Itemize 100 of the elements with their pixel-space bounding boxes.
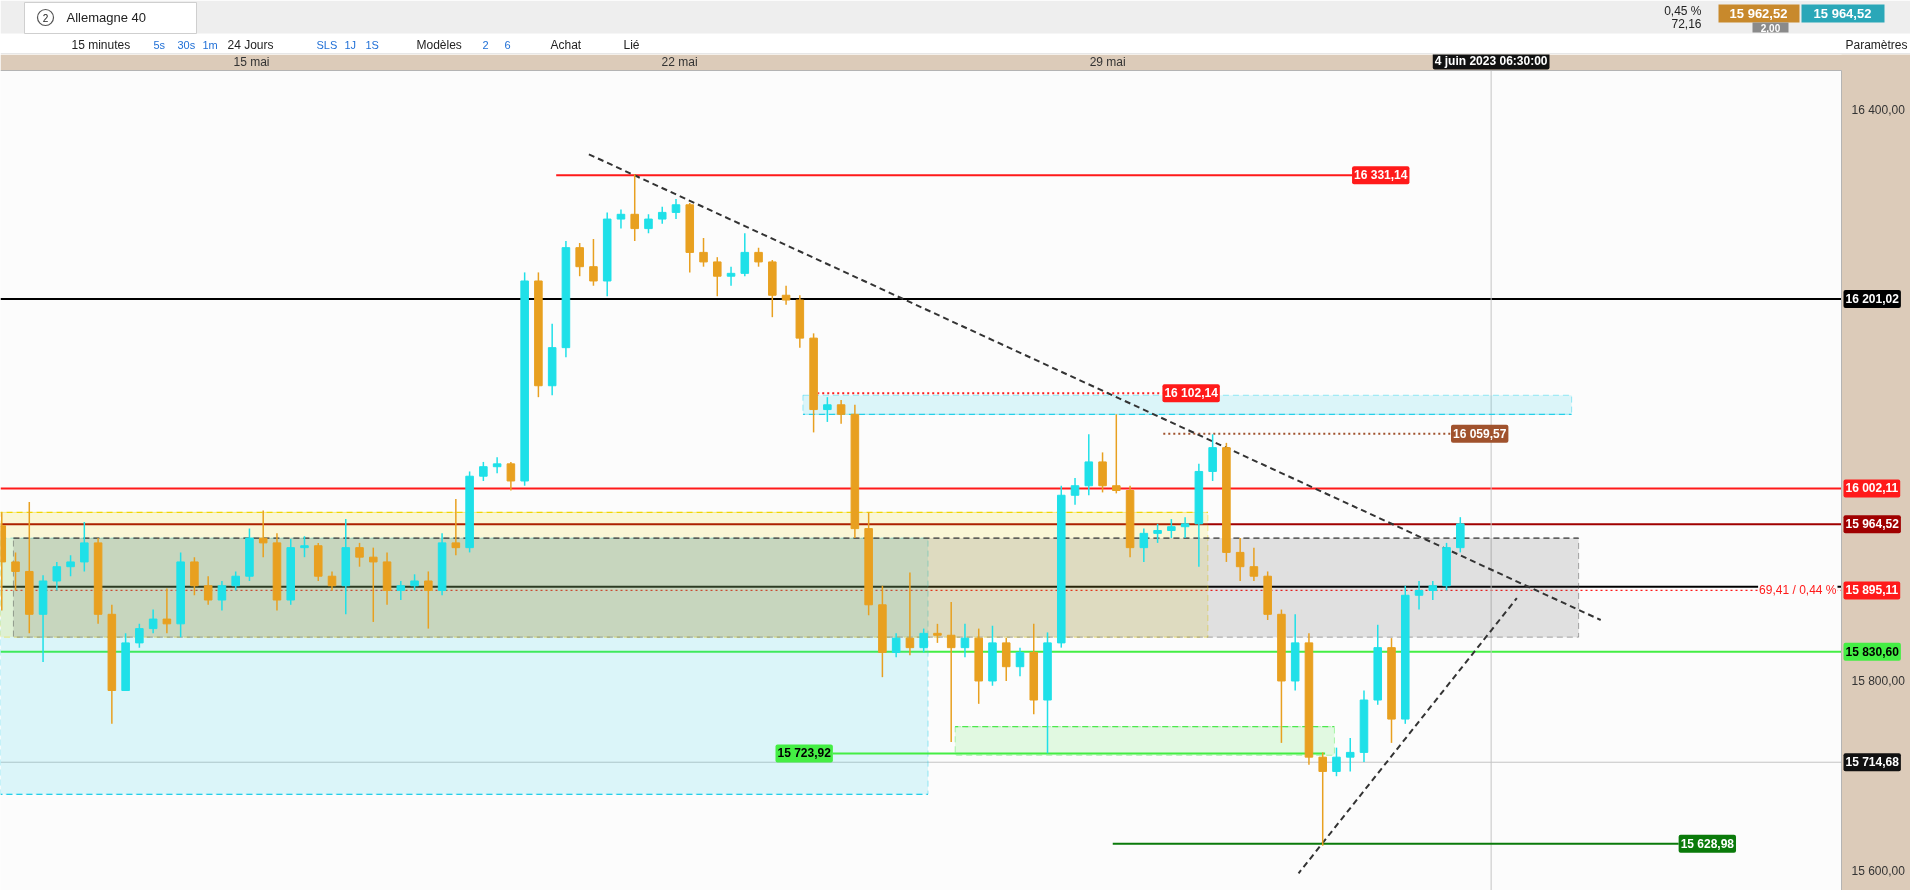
candlestick	[355, 542, 364, 568]
ref-line-label: 16 201,02	[1845, 292, 1900, 307]
candlestick	[781, 284, 791, 306]
candlestick	[1139, 527, 1149, 563]
candlestick	[726, 265, 736, 287]
candlestick	[1112, 413, 1121, 495]
candlestick	[1456, 516, 1465, 554]
ref-line-label: 15 964,52	[1845, 517, 1900, 532]
candlestick	[148, 608, 158, 635]
candlestick	[905, 571, 915, 657]
x-tick-label: 22 mai	[661, 54, 698, 69]
candlestick	[1098, 451, 1107, 494]
candlestick	[933, 623, 942, 644]
candlestick	[52, 561, 62, 592]
candlestick	[258, 509, 268, 558]
candlestick	[424, 570, 433, 630]
annotation: 69,41 / 0,44 %	[1759, 583, 1837, 598]
candlestick	[11, 551, 20, 592]
candlestick	[479, 461, 488, 482]
candlestick	[203, 575, 213, 606]
text: 2,00	[1760, 22, 1781, 34]
candlestick	[190, 556, 199, 597]
text: 1J	[344, 38, 357, 51]
candlestick	[740, 232, 750, 277]
candlestick	[671, 198, 681, 220]
candlestick	[231, 570, 240, 592]
candlestick	[1180, 516, 1190, 539]
data-label: 15 628,98	[1680, 836, 1735, 851]
data-label: 16 059,57	[1453, 426, 1507, 441]
text: Modèles	[416, 37, 462, 52]
candlestick	[1208, 433, 1217, 482]
candlestick	[1332, 746, 1341, 777]
chart-title: Allemagne 40	[66, 10, 146, 25]
text: SLS	[316, 38, 338, 51]
ref-line-label: 4 juin 2023 06:30:00	[1434, 53, 1548, 68]
candlestick	[644, 213, 653, 235]
text: Paramètres	[1845, 37, 1908, 52]
x-tick-label: 15 mai	[233, 54, 270, 69]
candlestick	[1235, 537, 1245, 582]
candlestick	[300, 535, 309, 558]
candlestick	[1414, 580, 1424, 611]
candlestick	[1318, 751, 1327, 847]
text: 30s	[177, 38, 196, 51]
candlestick	[713, 256, 722, 297]
candlestick	[327, 570, 337, 592]
candlestick	[1167, 518, 1176, 539]
candlestick	[699, 237, 708, 268]
candlestick	[1001, 637, 1011, 682]
candlestick	[616, 208, 626, 230]
candlestick	[492, 456, 502, 475]
candlestick	[630, 173, 640, 242]
candlestick	[754, 246, 763, 268]
text: 2	[482, 38, 489, 51]
text: 1S	[365, 38, 379, 51]
candlestick	[589, 238, 598, 287]
candlestick	[135, 623, 144, 649]
candlestick	[946, 601, 956, 743]
candlestick	[960, 623, 970, 658]
candlestick	[1345, 737, 1355, 773]
y-tick-label: 16 400,00	[1851, 102, 1906, 117]
text: 15 964,52	[1813, 6, 1872, 21]
y-tick-label: 15 600,00	[1851, 864, 1906, 879]
text: 5s	[153, 38, 166, 51]
candlestick	[1015, 646, 1025, 677]
text: 1m	[202, 38, 218, 51]
data-label: 16 331,14	[1354, 168, 1408, 183]
candlestick	[217, 580, 227, 612]
text: 2	[42, 12, 49, 24]
ref-line-label: 15 830,60	[1845, 644, 1900, 659]
data-label: 16 102,14	[1164, 386, 1219, 401]
candlestick	[80, 521, 89, 573]
text: 6	[504, 38, 511, 51]
text: 24 Jours	[227, 37, 274, 52]
candlestick	[891, 632, 901, 658]
candlestick	[1249, 546, 1259, 582]
ref-line-label: 15 714,68	[1845, 755, 1900, 770]
ref-line-label: 16 002,11	[1845, 481, 1899, 496]
candlestick	[575, 242, 584, 277]
candlestick	[369, 546, 378, 623]
ref-line-label: 15 895,11	[1845, 583, 1899, 598]
candlestick	[823, 396, 832, 423]
text: 15 minutes	[71, 37, 131, 52]
candlestick	[1153, 523, 1162, 544]
candlestick	[162, 587, 172, 635]
candlestick	[396, 580, 406, 601]
y-tick-label: 15 800,00	[1851, 673, 1906, 688]
text: 15 962,52	[1729, 6, 1788, 21]
text: Achat	[550, 37, 582, 52]
x-tick-label: 29 mai	[1089, 54, 1126, 69]
text: 72,16	[1671, 17, 1702, 31]
candlestick	[836, 399, 846, 425]
candlestick	[506, 461, 516, 492]
candlestick	[1084, 433, 1094, 497]
candlestick	[919, 627, 928, 654]
candlestick	[1070, 477, 1080, 506]
candlestick	[451, 498, 461, 557]
data-label: 15 723,92	[777, 746, 832, 761]
candlestick	[1428, 580, 1438, 601]
candlestick	[66, 554, 75, 577]
text: Lié	[623, 37, 640, 52]
